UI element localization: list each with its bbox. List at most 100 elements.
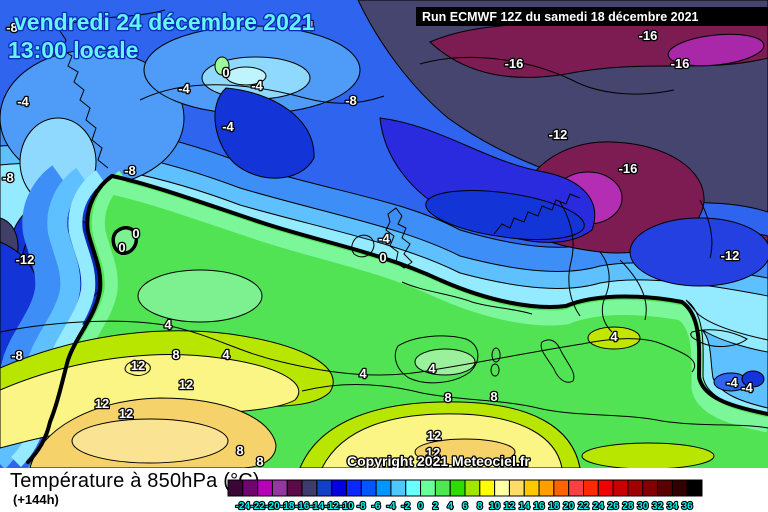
map-temp-label: 4	[164, 317, 172, 332]
colorbar-cell	[671, 479, 688, 497]
colorbar-label: -14	[310, 501, 325, 512]
colorbar-label: 34	[667, 501, 679, 512]
map-temp-label: -8	[11, 348, 23, 363]
colorbar-label: -24	[236, 501, 251, 512]
colorbar-label: 18	[548, 501, 560, 512]
colorbar-cell	[479, 479, 496, 497]
colorbar-label: 6	[462, 501, 468, 512]
map-temp-label: 8	[236, 443, 243, 458]
legend-title: Température à 850hPa (°C)	[10, 470, 260, 492]
colorbar-cell	[538, 479, 555, 497]
colorbar-label: -16	[295, 501, 310, 512]
colorbar-label: 20	[563, 501, 575, 512]
colorbar-cell	[657, 479, 673, 497]
colorbar-label: -8	[357, 501, 366, 512]
map-temp-label: 8	[256, 454, 263, 468]
colorbar-cell	[360, 479, 377, 497]
colorbar-cell	[612, 479, 629, 497]
map-temp-label: -4	[726, 375, 738, 390]
colorbar-cell	[642, 479, 659, 497]
colorbar-cell	[316, 479, 333, 497]
map-temp-label: -4	[378, 231, 390, 246]
colorbar-cell	[257, 479, 273, 497]
map-temp-label: 0	[118, 240, 125, 255]
map-temp-label: 0	[132, 226, 139, 241]
colorbar-cell	[583, 479, 599, 497]
map-temp-label: -12	[721, 248, 740, 263]
colorbar-label: 12	[504, 501, 516, 512]
map-temp-label: 12	[179, 377, 193, 392]
map-temp-label: 4	[428, 361, 436, 376]
colorbar-label: 26	[608, 501, 620, 512]
map-temp-label: 12	[131, 358, 145, 373]
map-temp-label: -16	[639, 28, 658, 43]
map-temp-label: -12	[16, 252, 35, 267]
colorbar-label: 14	[519, 501, 531, 512]
map-temp-label: -4	[17, 94, 29, 109]
colorbar-label: 30	[637, 501, 649, 512]
colorbar-label: 22	[578, 501, 590, 512]
colorbar-label: 24	[593, 501, 605, 512]
colorbar-cell	[464, 479, 481, 497]
colorbar-label: -10	[339, 501, 354, 512]
map-temp-label: 12	[95, 396, 109, 411]
map-temp-label: 4	[610, 329, 618, 344]
map-area: -8 -4 -16 -16 -16 0 -4 -4 -8 -4 -4 -12 -16 -8 -8 0 0 -4 0-…	[0, 0, 768, 468]
map-temp-label: -4	[222, 119, 234, 134]
colorbar-label: -22	[250, 501, 265, 512]
map-temp-label: -4	[302, 18, 314, 33]
map-temp-label: -8	[2, 170, 14, 185]
zero-isotherm-west-branch	[26, 174, 114, 464]
colorbar-cell	[686, 479, 703, 497]
weather-map-canvas: -8 -4-16-16 -160-4 -4-8-4-4-12-16-8-800-40-…	[0, 0, 768, 468]
map-temp-label: -12	[549, 127, 568, 142]
map-temp-label: -8	[6, 20, 18, 35]
map-temp-label: -16	[505, 56, 524, 71]
colorbar-label: 28	[622, 501, 634, 512]
run-info-text: Run ECMWF 12Z du samedi 18 décembre 2021	[422, 10, 699, 24]
colorbar-label: 10	[489, 501, 501, 512]
map-temp-label: -4	[741, 380, 753, 395]
colorbar-label: -4	[386, 501, 395, 512]
colorbar-label: -6	[372, 501, 381, 512]
contour-lines	[0, 9, 768, 429]
colorbar-cell	[227, 479, 244, 497]
map-temp-label: -16	[619, 161, 638, 176]
colorbar-cell	[301, 479, 318, 497]
legend: Température à 850hPa (°C) (+144h) -24 -22…	[0, 468, 768, 512]
colorbar-label: 0	[418, 501, 424, 512]
map-temp-label: 0	[222, 65, 229, 80]
colorbar-cells	[227, 479, 703, 497]
colorbar-cell	[523, 479, 540, 497]
map-temp-label: 8	[490, 389, 497, 404]
map-temp-label: -4	[251, 78, 263, 93]
map-temp-label: -4	[178, 81, 190, 96]
colorbar-label: 32	[652, 501, 664, 512]
colorbar-cell	[434, 479, 451, 497]
run-info-box: Run ECMWF 12Z du samedi 18 décembre 2021	[416, 7, 768, 26]
map-temp-label: -8	[345, 93, 357, 108]
colorbar-label: 8	[477, 501, 483, 512]
colorbar-cell	[242, 479, 259, 497]
colorbar-cell	[420, 479, 436, 497]
colorbar-label: -2	[401, 501, 410, 512]
colorbar-cell	[553, 479, 570, 497]
island-zero-contour	[111, 226, 139, 255]
colorbar-labels: -24 -22 -20 -18 -16 -14 -12 -10 -8 -6 -4 -2 0 2 4 6 8 10 1…	[234, 500, 694, 512]
map-temp-label: -16	[671, 56, 690, 71]
colorbar-cell	[568, 479, 585, 497]
colorbar-label: -18	[280, 501, 295, 512]
map-temp-label: 0	[379, 250, 386, 265]
colorbar-cell	[627, 479, 644, 497]
map-temp-label: -8	[124, 163, 136, 178]
zero-isotherm	[26, 174, 768, 464]
colorbar-cell	[286, 479, 303, 497]
colorbar-cell	[271, 479, 288, 497]
colorbar-label: 4	[447, 501, 453, 512]
colorbar-cell	[331, 479, 348, 497]
map-temp-label: 12	[119, 406, 133, 421]
legend-forecast-hour: (+144h)	[13, 492, 59, 507]
colorbar-cell	[346, 479, 362, 497]
colorbar-label: 36	[682, 501, 694, 512]
